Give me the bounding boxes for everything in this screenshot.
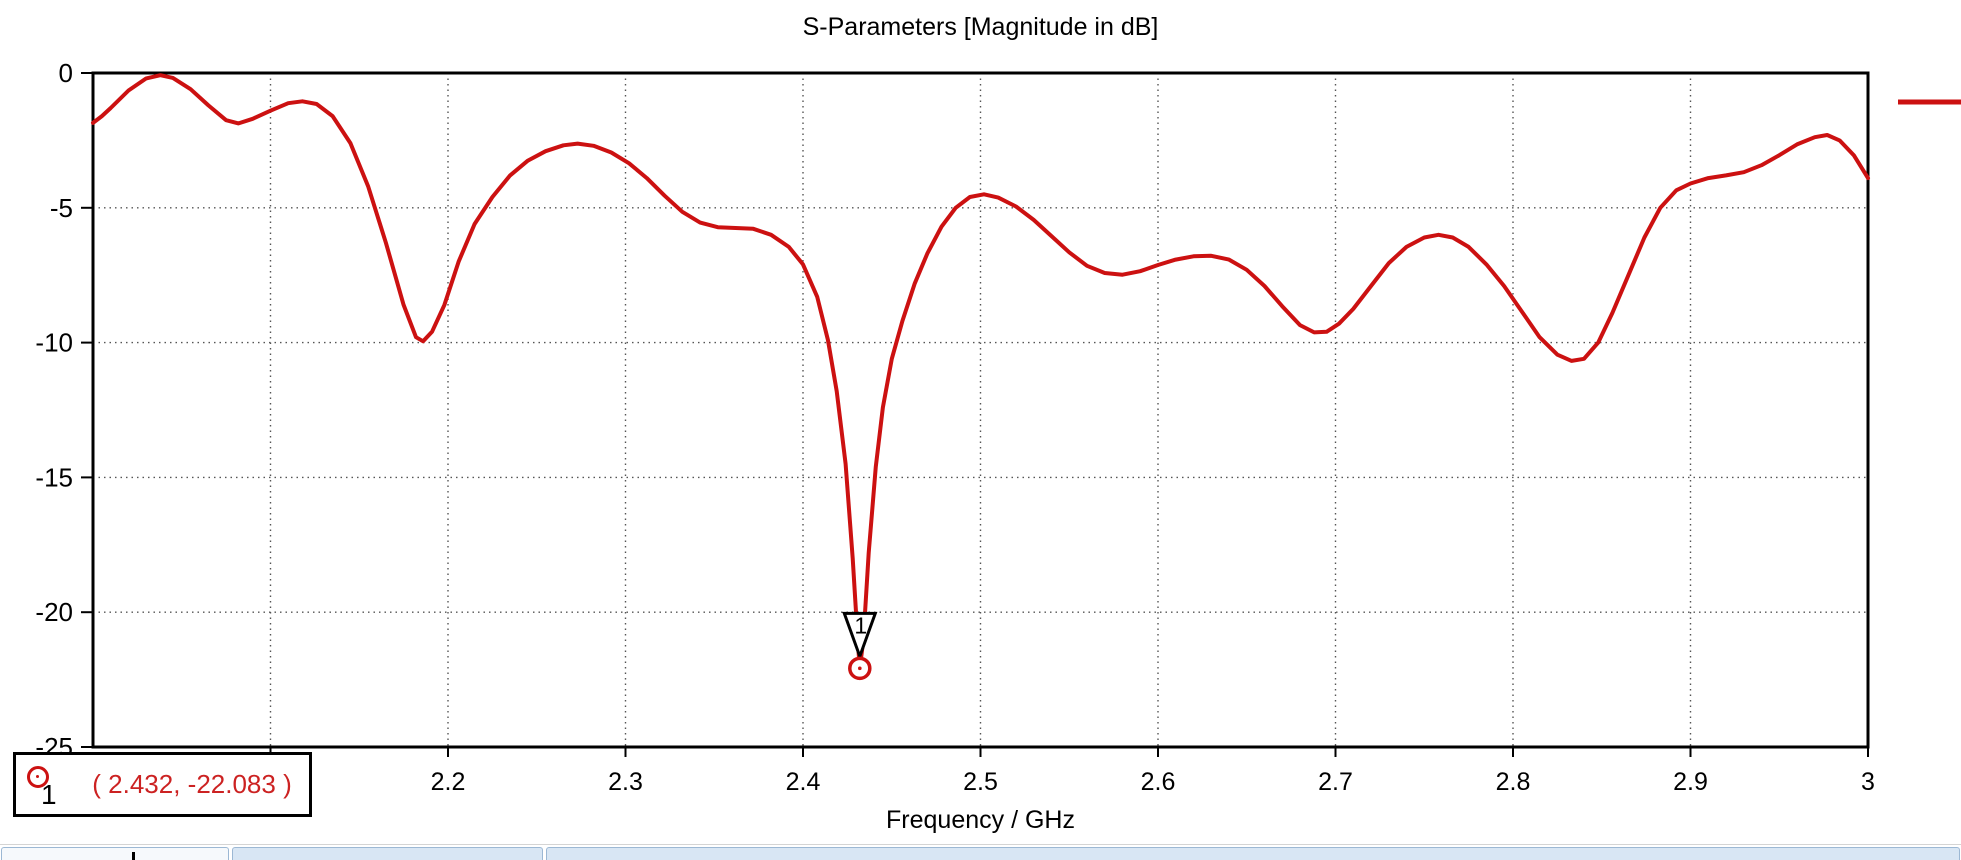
- x-tick-label: 2.6: [1141, 768, 1176, 796]
- marker-flag-number: 1: [854, 612, 867, 638]
- bottom-panel-tab[interactable]: [1, 847, 229, 860]
- x-tick-label: 2.9: [1673, 768, 1708, 796]
- marker-point-dot: [858, 666, 862, 671]
- curve-s11: [91, 73, 1870, 671]
- marker-readout-value: ( 2.432, -22.083 ): [92, 769, 292, 799]
- marker-id-label: 1: [41, 779, 57, 810]
- x-axis-title: Frequency / GHz: [886, 806, 1075, 834]
- x-tick-label: 2.5: [963, 768, 998, 796]
- y-tick-label: -5: [50, 193, 73, 223]
- x-tick-label: 2.7: [1318, 768, 1353, 796]
- marker-readout-box[interactable]: 1 ( 2.432, -22.083 ): [13, 752, 312, 817]
- y-tick-label: 0: [59, 58, 73, 88]
- x-tick-label: 2.4: [786, 768, 821, 796]
- x-tick-label: 2.2: [431, 768, 466, 796]
- tab-content-fragment: [132, 852, 135, 860]
- bottom-panel-tab[interactable]: [232, 847, 543, 860]
- footer-separator: [0, 844, 1961, 845]
- bottom-panel-tabs: [0, 847, 1961, 860]
- x-tick-label: 3: [1861, 768, 1875, 796]
- x-tick-label: 2.3: [608, 768, 643, 796]
- plot-frame: [91, 71, 1870, 749]
- y-tick-label: -15: [35, 462, 73, 492]
- x-tick-label: 2.8: [1496, 768, 1531, 796]
- marker-point-icon: [27, 766, 49, 788]
- chart-title: S-Parameters [Magnitude in dB]: [802, 13, 1159, 41]
- y-tick-label: -20: [35, 597, 73, 627]
- marker-flag[interactable]: [842, 611, 878, 661]
- bottom-panel-tab[interactable]: [546, 847, 1960, 860]
- y-tick-label: -10: [35, 328, 73, 358]
